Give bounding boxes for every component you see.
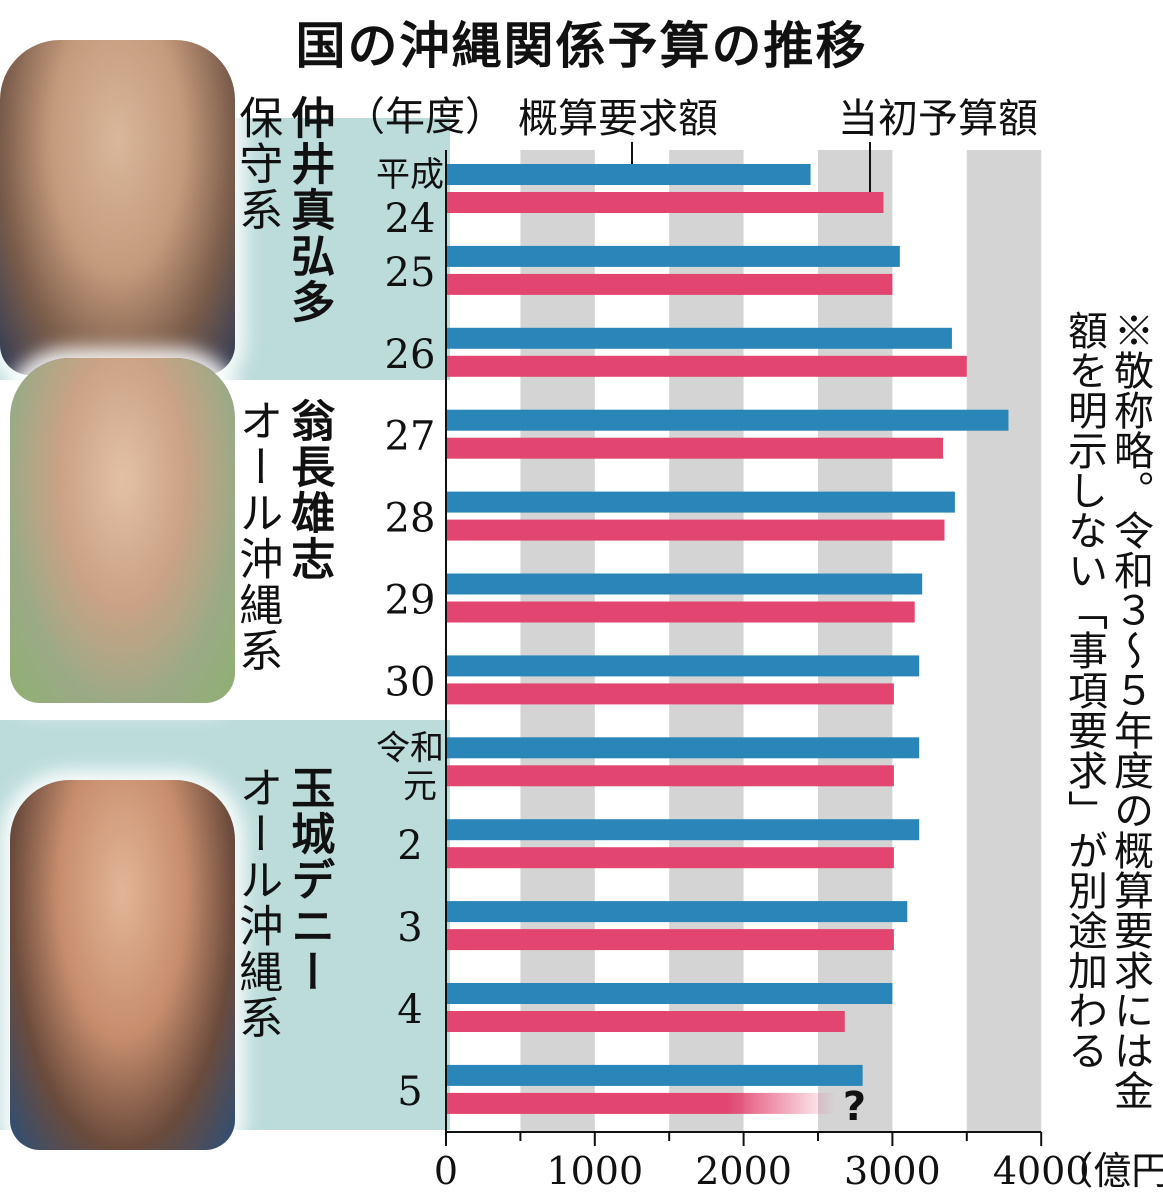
governor-faction-3: オール沖縄系 [231, 765, 283, 1041]
unknown-marker: ? [843, 1084, 866, 1130]
bar-budget [446, 1011, 845, 1032]
bar-request [446, 573, 923, 595]
bar-budget [446, 847, 894, 869]
era-label: 令和 [376, 728, 444, 768]
year-label: 24 [385, 196, 436, 242]
bar-budget [446, 519, 945, 541]
grid-band [669, 150, 744, 1132]
bar-budget [446, 929, 894, 951]
bar-budget-unknown [446, 1092, 836, 1114]
bar-budget [446, 192, 884, 213]
governor-photo-onaga [10, 358, 235, 703]
governor-name-3: 玉城デニー [283, 765, 335, 995]
bar-request [446, 737, 920, 759]
year-label: 26 [385, 332, 436, 378]
chart-title: 国の沖縄関係予算の推移 [295, 17, 868, 75]
year-label: 25 [385, 250, 436, 296]
bar-request [446, 245, 900, 267]
era-label: 平成 [376, 155, 444, 195]
legend-request: 概算要求額 [518, 96, 718, 142]
bar-budget [446, 765, 894, 787]
year-label: 4 [397, 987, 422, 1033]
bar-request [446, 983, 893, 1004]
x-unit-label: （億円） [1055, 1149, 1163, 1193]
x-tick-label: 4000 [993, 1149, 1090, 1193]
year-axis-header: （年度） [345, 94, 505, 140]
year-label: 3 [397, 905, 422, 951]
bar-request [446, 491, 955, 513]
bar-budget [446, 601, 915, 623]
bar-request [446, 327, 952, 349]
bar-budget [446, 355, 967, 377]
bar-budget [446, 437, 943, 459]
governor-name-2: 翁長雄志 [283, 398, 335, 582]
year-label: 29 [385, 578, 436, 624]
governor-photo-tamaki [10, 780, 235, 1150]
bar-request [446, 819, 920, 841]
bar-request [446, 1064, 863, 1086]
grid-band [966, 150, 1042, 1132]
legend-budget: 当初予算額 [838, 96, 1038, 142]
governor-photo-nakaima [0, 40, 235, 375]
bar-budget [446, 273, 893, 295]
bar-request [446, 655, 920, 677]
year-label: 27 [385, 414, 436, 460]
year-label: 元 [403, 766, 437, 806]
year-label: 2 [397, 823, 422, 869]
governor-faction-2: オール沖縄系 [231, 398, 283, 674]
governor-name-1: 仲井真弘多 [283, 95, 335, 325]
bar-request [446, 409, 1009, 431]
grid-band [520, 150, 595, 1132]
x-tick-label: 0 [434, 1149, 458, 1193]
year-label: 30 [385, 659, 436, 705]
x-tick-label: 1000 [546, 1149, 643, 1193]
footnote: ※敬称略。令和３～５年度の概算要求には金額を明示しない「事項要求」が別途加わる [1061, 310, 1153, 1110]
year-label: 5 [397, 1069, 422, 1115]
grid-band [818, 150, 893, 1132]
bar-request [446, 901, 908, 923]
x-tick-label: 2000 [695, 1149, 792, 1193]
bar-budget [446, 683, 894, 705]
x-tick-label: 3000 [844, 1149, 941, 1193]
governor-faction-1: 保守系 [231, 95, 283, 233]
year-label: 28 [385, 496, 436, 542]
bar-request [446, 164, 811, 185]
